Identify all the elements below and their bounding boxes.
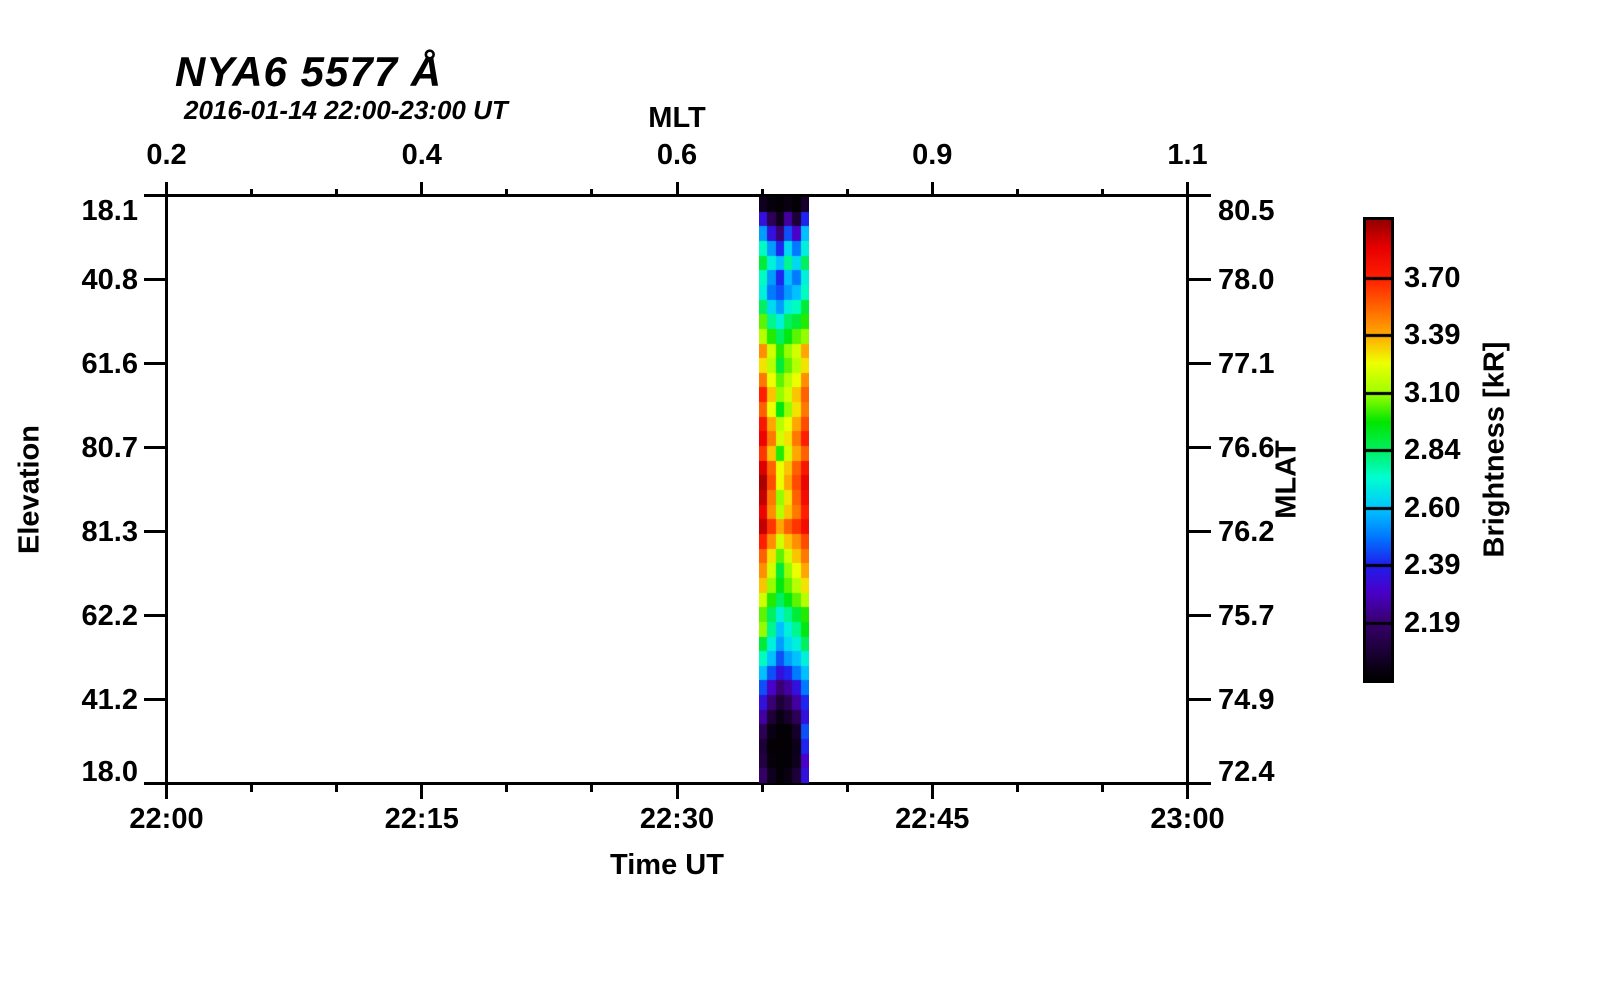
left-axis-title: Elevation — [13, 425, 46, 554]
colorbar-frame — [1363, 217, 1394, 683]
bottom-minor-tick — [505, 782, 509, 792]
top-major-tick — [165, 181, 168, 196]
left-tick-label: 61.6 — [81, 347, 138, 380]
top-tick-label: 0.4 — [401, 139, 442, 171]
top-major-tick — [420, 181, 424, 196]
top-minor-tick — [590, 188, 594, 196]
right-major-tick — [1188, 362, 1211, 365]
bottom-tick-label: 22:15 — [384, 803, 459, 835]
top-minor-tick — [505, 188, 509, 196]
bottom-minor-tick — [335, 782, 339, 792]
left-tick-label: 41.2 — [81, 683, 138, 716]
right-tick-label: 76.2 — [1218, 515, 1275, 548]
bottom-major-tick — [420, 782, 424, 799]
bottom-major-tick — [1186, 782, 1189, 799]
chart-subtitle: 2016-01-14 22:00-23:00 UT — [184, 95, 508, 125]
right-major-tick — [1188, 530, 1211, 533]
top-minor-tick — [1015, 188, 1019, 196]
chart-title: NYA6 5577 Å — [175, 48, 443, 95]
colorbar-tick-label: 2.19 — [1404, 606, 1461, 639]
left-major-tick — [143, 278, 166, 281]
colorbar-tick-label: 2.39 — [1404, 549, 1461, 581]
right-major-tick — [1188, 446, 1211, 449]
right-tick-label: 77.1 — [1218, 347, 1275, 380]
top-minor-tick — [335, 188, 339, 196]
top-minor-tick — [1100, 188, 1104, 196]
bottom-tick-label: 22:45 — [895, 803, 970, 835]
left-tick-label: 81.3 — [81, 515, 138, 548]
colorbar-tick-label: 2.60 — [1404, 491, 1461, 524]
right-axis-title: MLAT — [1270, 440, 1303, 519]
bottom-major-tick — [675, 782, 679, 799]
bottom-minor-tick — [590, 782, 594, 792]
top-minor-tick — [760, 188, 764, 196]
bottom-axis-title: Time UT — [610, 849, 724, 881]
top-minor-tick — [250, 188, 254, 196]
bottom-minor-tick — [1100, 782, 1104, 792]
left-major-tick — [143, 194, 166, 197]
right-major-tick — [1188, 782, 1211, 785]
right-tick-label: 74.9 — [1218, 683, 1275, 716]
top-major-tick — [1186, 181, 1189, 196]
top-tick-label: 0.6 — [656, 139, 698, 171]
top-tick-label: 0.9 — [912, 139, 953, 171]
right-major-tick — [1188, 698, 1211, 701]
colorbar-tick-label: 2.84 — [1404, 434, 1461, 466]
bottom-tick-label: 22:30 — [639, 803, 715, 835]
top-minor-tick — [845, 188, 849, 196]
right-tick-label: 75.7 — [1218, 599, 1275, 632]
top-major-tick — [675, 181, 679, 196]
left-major-tick — [143, 782, 166, 785]
left-tick-label: 62.2 — [81, 599, 138, 632]
left-tick-label: 18.1 — [81, 194, 138, 227]
right-major-tick — [1188, 614, 1211, 617]
bottom-tick-label: 23:00 — [1150, 803, 1225, 835]
bottom-tick-label: 22:00 — [129, 803, 204, 835]
right-tick-label: 72.4 — [1218, 755, 1275, 788]
bottom-minor-tick — [250, 782, 254, 792]
colorbar-tick-label: 3.10 — [1404, 376, 1461, 409]
top-tick-label: 0.2 — [146, 139, 187, 171]
colorbar-gradient — [1366, 220, 1391, 680]
bottom-minor-tick — [845, 782, 849, 792]
left-major-tick — [143, 614, 166, 617]
left-tick-label: 18.0 — [81, 755, 138, 788]
colorbar-tick-label: 3.70 — [1404, 261, 1461, 294]
bottom-minor-tick — [760, 782, 764, 792]
right-tick-label: 76.6 — [1218, 431, 1275, 464]
right-major-tick — [1188, 194, 1211, 197]
left-tick-label: 80.7 — [81, 431, 138, 464]
right-tick-label: 78.0 — [1218, 263, 1275, 296]
top-axis-title: MLT — [648, 102, 706, 134]
left-major-tick — [143, 530, 166, 533]
top-tick-label: 1.1 — [1167, 139, 1208, 171]
bottom-major-tick — [930, 782, 934, 799]
keogram-event-band — [758, 196, 809, 783]
bottom-minor-tick — [1015, 782, 1019, 792]
right-tick-label: 80.5 — [1218, 194, 1275, 227]
left-major-tick — [143, 362, 166, 365]
plot-area — [165, 194, 1189, 785]
bottom-major-tick — [165, 782, 168, 799]
left-major-tick — [143, 446, 166, 449]
left-major-tick — [143, 698, 166, 701]
top-major-tick — [930, 181, 934, 196]
left-tick-label: 40.8 — [81, 263, 138, 296]
colorbar-tick-label: 3.39 — [1404, 319, 1461, 351]
right-major-tick — [1188, 278, 1211, 281]
